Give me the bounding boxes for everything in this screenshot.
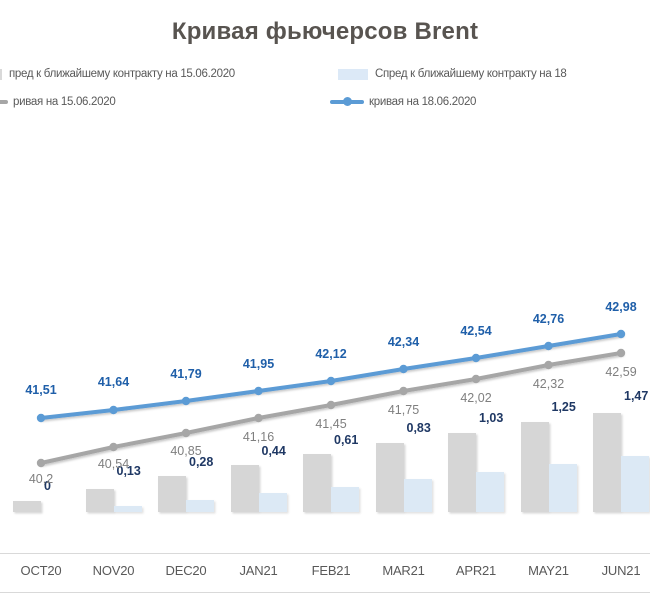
x-axis-tick-jun21: JUN21 bbox=[601, 563, 641, 578]
bar-data-label-spread-18-06: 0,61 bbox=[334, 433, 359, 447]
data-label-curve-15-06: 40,54 bbox=[97, 457, 130, 471]
curve-15-06-marker[interactable] bbox=[326, 400, 336, 410]
data-label-curve-15-06: 41,45 bbox=[315, 417, 347, 431]
curve-18-06-marker[interactable] bbox=[616, 329, 626, 339]
legend-item-curve-15-06[interactable]: ривая на 15.06.2020 bbox=[0, 96, 116, 108]
legend-label-curve-15-06: ривая на 15.06.2020 bbox=[13, 96, 116, 108]
data-label-curve-18-06: 41,95 bbox=[242, 357, 275, 371]
bar-data-label-spread-18-06: 1,03 bbox=[479, 411, 504, 425]
legend-label-curve-18-06: кривая на 18.06.2020 bbox=[369, 96, 477, 108]
bar-spread-15-06[interactable] bbox=[520, 422, 549, 512]
bar-spread-15-06[interactable] bbox=[85, 489, 114, 512]
curve-15-06-marker[interactable] bbox=[36, 458, 46, 468]
series-line-curve-18-06 bbox=[36, 329, 626, 423]
data-label-curve-15-06: 41,75 bbox=[387, 403, 420, 417]
chart-title: Кривая фьючерсов Brent bbox=[171, 18, 479, 45]
data-label-curve-18-06: 42,76 bbox=[532, 312, 565, 326]
chart-legend: пред к ближайшему контракту на 15.06.202… bbox=[0, 68, 650, 124]
legend-label-spread-15-06: пред к ближайшему контракту на 15.06.202… bbox=[9, 68, 235, 80]
curve-15-06-marker[interactable] bbox=[109, 442, 118, 452]
data-label-curve-18-06: 41,64 bbox=[97, 375, 130, 389]
bar-spread-18-06[interactable] bbox=[548, 464, 577, 512]
bar-spread-15-06[interactable] bbox=[448, 433, 476, 512]
legend-item-curve-18-06[interactable]: кривая на 18.06.2020 bbox=[330, 96, 476, 108]
x-axis-tick-jan21: JAN21 bbox=[239, 563, 278, 578]
x-axis-tick-feb21: FEB21 bbox=[311, 563, 351, 578]
bar-spread-18-06[interactable] bbox=[258, 493, 287, 512]
series-lines-svg bbox=[36, 329, 626, 468]
x-axis-tick-dec20: DEC20 bbox=[165, 563, 207, 578]
x-axis-line-top bbox=[0, 553, 650, 554]
data-label-curve-15-06: 42,02 bbox=[460, 391, 492, 405]
legend-swatch-bar-blue-icon bbox=[338, 68, 368, 80]
legend-swatch-line-blue-icon bbox=[330, 96, 364, 108]
bar-data-label-spread-18-06: 0,28 bbox=[189, 455, 214, 469]
bar-spread-18-06[interactable] bbox=[621, 456, 649, 512]
x-axis-tick-may21: MAY21 bbox=[528, 563, 569, 578]
bar-spread-15-06[interactable] bbox=[13, 501, 41, 512]
curve-18-06-marker[interactable] bbox=[36, 413, 46, 423]
curve-18-06-marker[interactable] bbox=[544, 341, 553, 351]
data-label-curve-18-06: 41,51 bbox=[25, 383, 57, 397]
curve-18-06-marker[interactable] bbox=[399, 364, 408, 374]
x-axis-tick-apr21: APR21 bbox=[455, 563, 497, 578]
legend-label-spread-18-06: Спред к ближайшему контракту на 18 bbox=[375, 68, 567, 80]
curve-18-06-marker[interactable] bbox=[326, 376, 336, 386]
bar-spread-15-06[interactable] bbox=[375, 443, 404, 512]
curve-15-06-marker[interactable] bbox=[616, 348, 626, 358]
legend-swatch-bar-gray-icon bbox=[0, 68, 2, 80]
data-label-curve-15-06: 41,16 bbox=[242, 430, 275, 444]
bar-spread-18-06[interactable] bbox=[403, 479, 432, 512]
bar-data-label-spread-18-06: 0 bbox=[44, 479, 51, 493]
bar-data-label-spread-18-06: 0,13 bbox=[116, 464, 141, 478]
data-label-curve-18-06: 42,98 bbox=[605, 300, 637, 314]
bar-spread-18-06[interactable] bbox=[331, 487, 359, 512]
curve-15-06-marker[interactable] bbox=[471, 374, 481, 384]
curve-18-06-marker[interactable] bbox=[254, 386, 263, 396]
data-label-curve-15-06: 42,32 bbox=[532, 377, 565, 391]
curve-15-06-marker[interactable] bbox=[254, 413, 263, 423]
legend-row-curves: ривая на 15.06.2020 кривая на 18.06.2020 bbox=[0, 96, 650, 122]
bar-spread-18-06[interactable] bbox=[186, 500, 214, 512]
bar-data-label-spread-18-06: 0,83 bbox=[406, 421, 431, 435]
x-axis-line-bottom bbox=[0, 592, 650, 593]
x-axis-tick-nov20: NOV20 bbox=[92, 563, 135, 578]
data-label-curve-18-06: 42,12 bbox=[315, 347, 347, 361]
x-axis-tick-oct20: OCT20 bbox=[20, 563, 62, 578]
data-label-curve-18-06: 41,79 bbox=[170, 367, 202, 381]
data-label-curve-15-06: 40,2 bbox=[28, 472, 54, 486]
legend-item-spread-15-06[interactable]: пред к ближайшему контракту на 15.06.202… bbox=[0, 68, 235, 80]
bar-spread-15-06[interactable] bbox=[303, 454, 331, 512]
curve-15-06-marker[interactable] bbox=[544, 360, 553, 370]
legend-item-spread-18-06[interactable]: Спред к ближайшему контракту на 18 bbox=[338, 68, 567, 80]
bar-spread-15-06[interactable] bbox=[593, 413, 621, 512]
bar-spread-15-06[interactable] bbox=[158, 476, 186, 512]
data-label-curve-15-06: 42,59 bbox=[605, 365, 637, 379]
data-label-curve-18-06: 42,34 bbox=[387, 335, 420, 349]
curve-18-06-marker[interactable] bbox=[181, 396, 191, 406]
series-line-curve-15-06 bbox=[36, 348, 626, 468]
bar-spread-18-06[interactable] bbox=[476, 472, 504, 512]
curve-15-06-marker[interactable] bbox=[399, 386, 408, 396]
data-label-curve-18-06: 42,54 bbox=[460, 324, 492, 338]
legend-row-spreads: пред к ближайшему контракту на 15.06.202… bbox=[0, 68, 650, 94]
bar-data-label-spread-18-06: 1,47 bbox=[624, 389, 649, 403]
bar-spread-15-06[interactable] bbox=[230, 465, 259, 512]
bar-data-label-spread-18-06: 1,25 bbox=[551, 400, 576, 414]
curve-18-06-marker[interactable] bbox=[471, 353, 481, 363]
bar-spread-18-06[interactable] bbox=[113, 506, 142, 512]
curve-18-06-marker[interactable] bbox=[109, 405, 118, 415]
data-label-curve-15-06: 40,85 bbox=[170, 444, 202, 458]
x-axis-tick-mar21: MAR21 bbox=[382, 563, 425, 578]
curve-15-06-marker[interactable] bbox=[181, 428, 191, 438]
plot-area: 0 0,13 0,28 0,44 0,61 0,83 1,03 1,25 1,47 41,51 4… bbox=[0, 150, 650, 550]
bar-data-label-spread-18-06: 0,44 bbox=[261, 444, 286, 458]
legend-swatch-line-gray-icon bbox=[0, 96, 8, 108]
